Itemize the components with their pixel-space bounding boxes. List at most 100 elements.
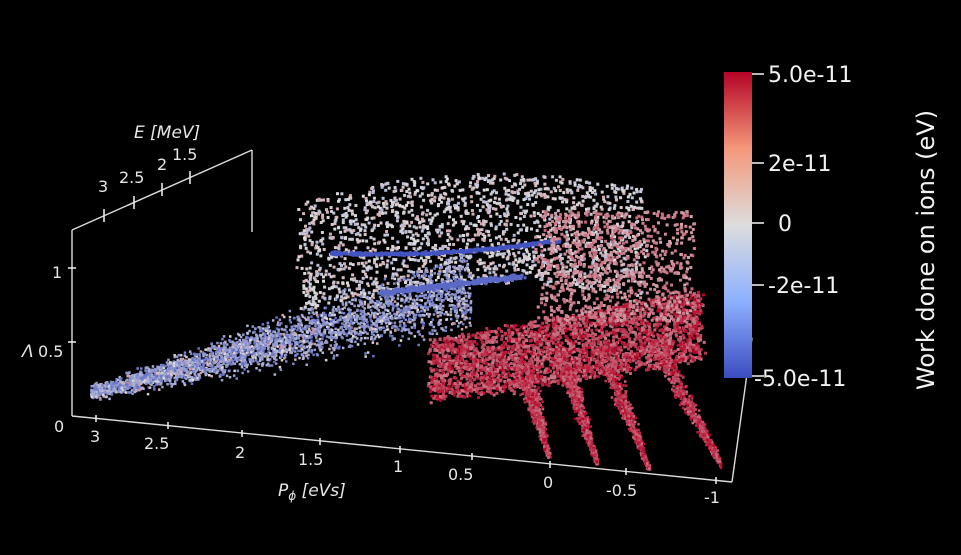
scatter-point — [421, 318, 424, 321]
scatter-point — [353, 322, 356, 325]
scatter-point — [367, 303, 370, 306]
scatter-point — [411, 214, 414, 217]
scatter-point — [496, 253, 499, 256]
scatter-point — [196, 357, 199, 360]
scatter-point — [477, 260, 480, 263]
scatter-point — [468, 287, 471, 290]
scatter-point — [423, 277, 426, 280]
scatter-point — [111, 393, 114, 396]
scatter-point — [394, 300, 397, 303]
scatter-point — [338, 347, 341, 350]
scatter-point — [409, 279, 412, 282]
scatter-point — [319, 254, 322, 257]
scatter-point — [563, 198, 566, 201]
scatter-point — [515, 264, 518, 267]
scatter-point — [384, 211, 387, 214]
scatter-point — [413, 242, 416, 245]
scatter-point — [523, 198, 526, 201]
scatter-point — [392, 273, 395, 276]
scatter-point — [359, 323, 362, 326]
scatter-point — [468, 275, 471, 278]
scatter-point — [407, 274, 410, 277]
scatter-point — [379, 316, 382, 319]
scatter-point — [450, 318, 453, 321]
scatter-point — [363, 326, 366, 329]
scatter-point — [573, 207, 576, 210]
scatter-point — [147, 393, 150, 396]
scatter-point — [318, 300, 321, 303]
scatter-point — [381, 335, 384, 338]
scatter-point — [177, 359, 180, 362]
scatter-point — [302, 284, 305, 287]
scatter-point — [256, 337, 259, 340]
scatter-point — [438, 228, 441, 231]
scatter-point — [160, 376, 163, 379]
scatter-point — [317, 213, 320, 216]
scatter-point — [308, 286, 311, 289]
scatter-point — [402, 328, 405, 331]
scatter-point — [494, 197, 497, 200]
scatter-point — [339, 316, 342, 319]
scatter-point — [348, 312, 351, 315]
scatter-point — [274, 355, 277, 358]
scatter-point — [495, 191, 498, 194]
scatter-point — [133, 388, 136, 391]
scatter-point — [492, 207, 495, 210]
scatter-point — [343, 318, 346, 321]
scatter-point — [258, 355, 261, 358]
scatter-point — [330, 344, 333, 347]
scatter-point — [453, 257, 456, 260]
scatter-point — [173, 365, 176, 368]
scatter-point — [336, 354, 339, 357]
scatter-point — [190, 366, 193, 369]
scatter-point — [134, 381, 137, 384]
scatter-point — [334, 341, 337, 344]
scatter-point — [195, 368, 198, 371]
scatter-point — [520, 228, 523, 231]
scatter-point — [366, 209, 369, 212]
scatter-point — [489, 262, 492, 265]
scatter-point — [312, 308, 315, 311]
scatter-point — [122, 381, 125, 384]
scatter-point — [264, 335, 267, 338]
scatter-point — [305, 318, 308, 321]
scatter-point — [543, 272, 546, 275]
scatter-point — [178, 363, 181, 366]
scatter-point — [521, 175, 524, 178]
scatter-point — [370, 319, 373, 322]
scatter-point — [394, 329, 397, 332]
scatter-point — [325, 359, 328, 362]
scatter-point — [463, 290, 466, 293]
scatter-point — [249, 342, 252, 345]
scatter-point — [383, 205, 386, 208]
scatter-point — [146, 371, 149, 374]
scatter-point — [352, 263, 355, 266]
scatter-point — [261, 358, 264, 361]
scatter-point — [472, 177, 475, 180]
scatter-point — [345, 302, 348, 305]
scatter-point — [547, 281, 550, 284]
scatter-point — [613, 184, 616, 187]
scatter-point — [274, 335, 277, 338]
scatter-point — [480, 198, 483, 201]
scatter-point — [417, 218, 420, 221]
scatter-point — [196, 377, 199, 380]
scatter-point — [281, 359, 284, 362]
scatter-point — [425, 278, 428, 281]
scatter-point — [215, 358, 218, 361]
scatter-point — [463, 303, 466, 306]
scatter-point — [460, 215, 463, 218]
scatter-point — [342, 347, 345, 350]
scatter-point — [343, 262, 346, 265]
scatter-point — [394, 278, 397, 281]
scatter-point — [429, 260, 432, 263]
scatter-point — [189, 372, 192, 375]
scatter-point — [421, 181, 424, 184]
scatter-point — [534, 201, 537, 204]
scatter-point — [581, 283, 584, 286]
scatter-point — [363, 320, 366, 323]
scatter-point — [639, 197, 642, 200]
scatter-point — [428, 315, 431, 318]
